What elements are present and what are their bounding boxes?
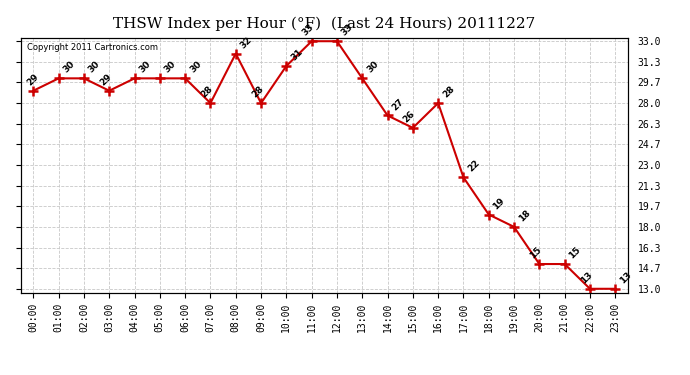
Text: 29: 29 [98,72,113,87]
Text: 28: 28 [199,84,215,99]
Text: 28: 28 [250,84,265,99]
Text: 29: 29 [25,72,40,87]
Text: 19: 19 [491,196,507,211]
Text: 28: 28 [441,84,456,99]
Text: 13: 13 [579,270,594,285]
Text: 33: 33 [339,22,355,38]
Text: 30: 30 [87,60,102,75]
Text: 15: 15 [567,245,582,261]
Text: 26: 26 [402,109,417,124]
Text: 30: 30 [163,60,178,75]
Text: 30: 30 [61,60,77,75]
Text: 27: 27 [391,97,406,112]
Text: Copyright 2011 Cartronics.com: Copyright 2011 Cartronics.com [27,43,158,52]
Text: 30: 30 [188,60,203,75]
Text: 13: 13 [618,270,633,285]
Text: 33: 33 [301,22,316,38]
Text: 32: 32 [239,35,254,50]
Text: 18: 18 [517,208,532,224]
Text: 30: 30 [137,60,152,75]
Text: THSW Index per Hour (°F)  (Last 24 Hours) 20111227: THSW Index per Hour (°F) (Last 24 Hours)… [113,17,535,31]
Text: 22: 22 [466,159,482,174]
Text: 15: 15 [529,245,544,261]
Text: 30: 30 [365,60,380,75]
Text: 31: 31 [289,47,304,62]
